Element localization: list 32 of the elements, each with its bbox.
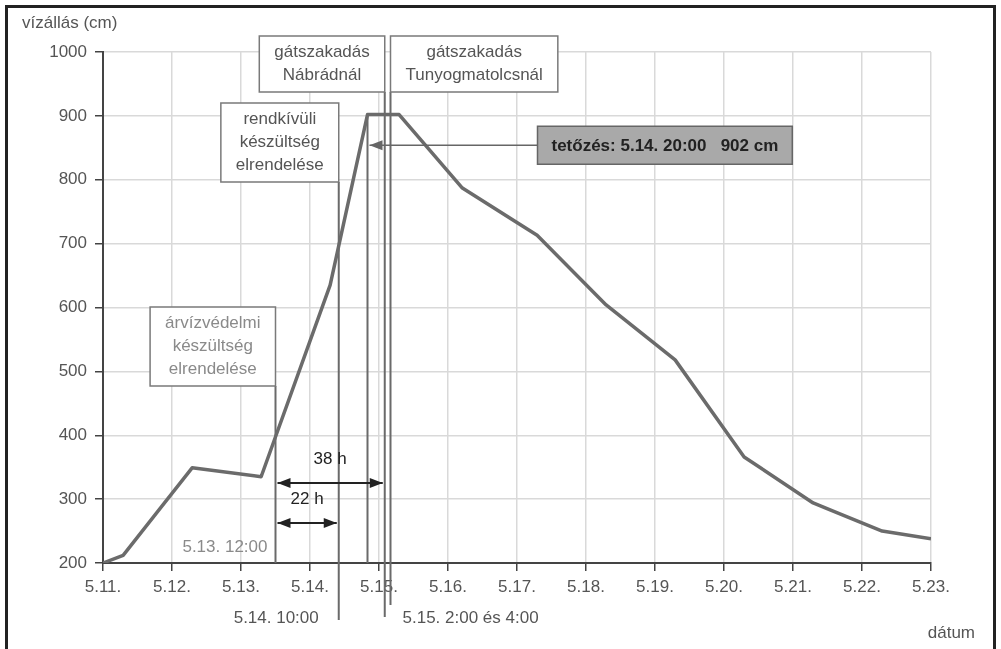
ref-line-label: gátszakadás Nábrádnál bbox=[274, 42, 370, 85]
ref-line-label: árvízvédelmi készültség elrendelése bbox=[165, 313, 261, 379]
text: 5.15. 2:00 és 4:00 bbox=[402, 607, 539, 627]
annotation: 5.13. 12:00 bbox=[182, 537, 268, 557]
y-tick-label: 1000 bbox=[49, 41, 87, 61]
annotation: tetőzés: 5.14. 20:00 902 cm bbox=[551, 135, 779, 155]
x-tick-label: 5.22. bbox=[843, 576, 881, 596]
x-tick-label: 5.21. bbox=[774, 576, 812, 596]
x-tick-label: 5.14. bbox=[291, 576, 329, 596]
x-tick-label: 5.11. bbox=[84, 576, 122, 596]
ref-line-label: rendkívüli készültség elrendelése bbox=[235, 109, 324, 175]
y-axis-title: vízállás (cm) bbox=[22, 13, 118, 32]
x-tick-label: 5.13. bbox=[222, 576, 260, 596]
y-tick-label: 400 bbox=[58, 424, 87, 444]
x-tick-label: 5.18. bbox=[567, 576, 605, 596]
y-tick-label: 700 bbox=[58, 233, 87, 253]
x-tick-label: 5.20. bbox=[705, 576, 743, 596]
x-tick-label: 5.23. bbox=[912, 576, 950, 596]
x-tick-label: 5.17. bbox=[498, 576, 536, 596]
ref-line-label: gátszakadás Tunyogmatolcsnál bbox=[405, 42, 543, 85]
y-tick-label: 500 bbox=[58, 361, 87, 381]
y-tick-label: 900 bbox=[58, 105, 87, 125]
y-tick-label: 600 bbox=[58, 297, 87, 317]
y-tick-label: 300 bbox=[58, 488, 87, 508]
x-tick-label: 5.12. bbox=[153, 576, 191, 596]
y-tick-label: 200 bbox=[58, 552, 87, 572]
x-axis-title: dátum bbox=[927, 623, 975, 642]
x-tick-label: 5.16. bbox=[429, 576, 467, 596]
annotation: 22 h bbox=[290, 488, 324, 508]
y-tick-label: 800 bbox=[58, 169, 87, 189]
x-tick-label: 5.19. bbox=[636, 576, 674, 596]
annotation: 5.14. 10:00 bbox=[233, 607, 319, 627]
